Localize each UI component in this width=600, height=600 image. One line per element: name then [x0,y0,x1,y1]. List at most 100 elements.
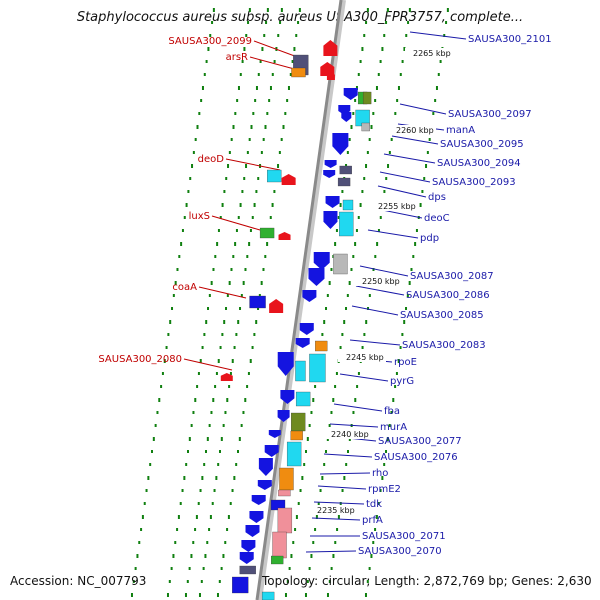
ruler-dot [232,255,235,258]
ruler-dot [347,450,349,453]
label-leader [329,423,379,428]
ruler-dot [314,528,317,531]
ruler-dot [176,268,179,271]
ruler-dot [226,398,229,402]
gene-arrow-reverse [264,445,279,457]
ruler-dot [383,463,386,466]
gene-block [362,91,372,105]
ruler-dot [177,515,180,519]
gene-label-left: SAUSA300_2099 [168,36,252,47]
ruler-dot [294,528,297,531]
gene-label-right: pyrG [390,376,414,387]
ruler-dot [287,86,290,90]
kbp-tick-label: 2260 kbp [396,126,434,135]
label-leader [311,517,361,521]
ruler-dot [341,489,344,492]
label-leader [333,403,383,412]
ruler-dot [198,112,201,115]
label-leader [351,305,399,316]
ruler-dot [231,489,234,492]
ruler-dot [209,34,212,37]
label-leader [355,285,405,296]
ruler-dot [264,255,267,258]
ruler-dot [372,268,375,271]
gene-arrow-reverse [268,430,281,438]
gene-arrow-reverse [341,112,352,122]
gene-block [259,227,275,239]
gene-label-right: tdk [366,499,382,510]
ruler-dot [245,164,248,168]
ruler-dot [221,333,224,336]
ruler-dot [284,593,287,597]
ruler-dot [145,489,148,492]
ruler-dot [377,502,380,505]
gene-block [309,353,326,383]
ruler-dot [352,255,355,258]
ruler-dot [172,554,175,558]
ruler-dot [206,541,209,544]
ruler-dot [200,99,203,102]
ruler-dot [234,112,237,115]
tick-bg [338,352,386,362]
ruler-dot [332,398,335,402]
ruler-dot [337,515,340,519]
ruler-dot [359,203,362,207]
ruler-dot [428,138,431,141]
ruler-dot [410,268,413,271]
gene-label-right: murA [380,422,407,433]
ruler-dot [184,593,187,597]
ruler-dot [229,502,232,505]
ruler-dot [181,229,184,232]
ruler-dot [130,593,133,597]
gene-label-right: SAUSA300_2071 [362,531,446,542]
ruler-dot [335,229,338,232]
gene-label-right: SAUSA300_2070 [358,546,442,557]
label-leader [339,373,389,382]
tick-bg [370,201,418,211]
ruler-dot [258,294,261,297]
map-title: Staphylococcus aureus subsp. aureus USA3… [76,10,524,25]
gene-block [232,576,249,594]
ruler-dot [227,515,230,519]
ruler-dot [195,515,198,519]
gene-features [220,40,372,600]
ruler-dot [266,8,269,12]
gene-arrow-forward [220,373,233,381]
ruler-dot [401,60,404,63]
ruler-dot [288,567,291,570]
gene-arrow-reverse [239,552,254,564]
ruler-dot [189,177,192,180]
kbp-tick-label: 2250 kbp [362,277,400,286]
ruler-dot [383,190,386,193]
ruler-dot [343,476,346,480]
label-leader [198,286,247,299]
gene-label-right: SAUSA300_2085 [400,310,484,321]
ruler-dot [415,229,418,232]
ruler-dot [141,515,144,519]
ruler-dot [370,125,373,129]
ruler-dot [334,242,337,246]
gene-label-right: SAUSA300_2101 [468,34,552,45]
ruler-dot [419,203,422,207]
gene-arrow-reverse [308,268,325,286]
ruler-dot [314,385,317,388]
gene-arrow-forward [326,72,335,80]
ruler-dot [350,125,353,129]
ruler-dot [211,21,214,24]
ruler-dot [163,359,166,363]
ruler-dot [248,242,251,246]
gene-label-left: luxS [189,211,210,222]
ruler-dot [432,112,435,115]
ruler-dot [235,333,238,336]
ruler-dot [266,242,269,246]
ruler-dot [298,8,301,12]
gene-label-right: pdp [420,233,439,244]
ruler-dot [297,21,300,24]
ruler-dot [217,463,220,466]
gene-arrow-reverse [313,252,330,270]
ruler-dot [208,528,211,531]
gene-arrow-reverse [332,133,349,155]
ruler-dot [198,593,201,597]
ruler-dot [271,73,274,76]
